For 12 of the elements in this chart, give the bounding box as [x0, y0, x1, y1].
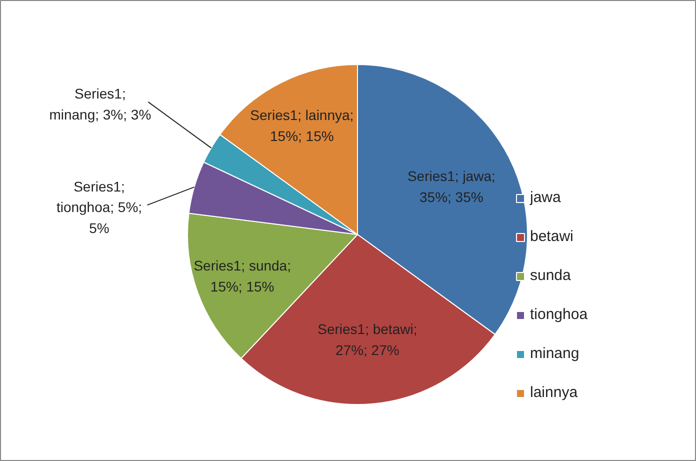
legend-label: jawa [530, 189, 561, 206]
legend-label: tionghoa [530, 306, 588, 323]
legend-label: betawi [530, 228, 574, 245]
data-label: Series1; betawi; 27%; 27% [318, 321, 418, 358]
data-label: Series1; tionghoa; 5%; 5% [56, 178, 142, 236]
data-label: Series1; minang; 3%; 3% [49, 86, 152, 122]
legend-label: lainnya [530, 384, 578, 401]
legend-label: sunda [530, 267, 571, 284]
legend-label: minang [530, 345, 580, 362]
data-label: Series1; sunda; 15%; 15% [194, 258, 291, 294]
data-label: Series1; jawa; 35%; 35% [407, 168, 496, 206]
data-label: Series1; lainnya; 15%; 15% [250, 107, 354, 144]
